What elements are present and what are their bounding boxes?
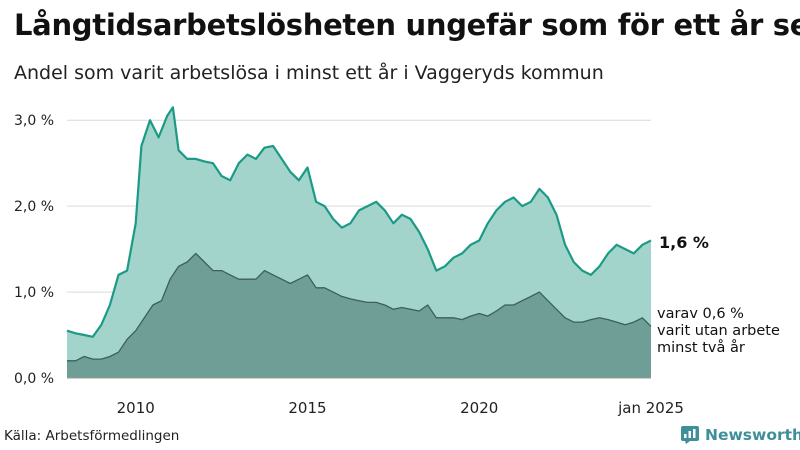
y-tick-label: 0,0 % [14,371,54,387]
x-tick-label: jan 2025 [617,399,684,417]
series-line-long [67,252,652,362]
brand-logo: Newsworthy [681,426,800,444]
end-label-long-line: varit utan arbete [657,323,780,339]
end-label-total: 1,6 % [659,233,709,252]
series-area-long [67,253,651,378]
x-tick-label: 2020 [460,399,498,417]
newsworthy-logo-icon [681,426,699,444]
end-label-long-line: minst två år [657,339,745,356]
y-tick-label: 1,0 % [14,285,54,301]
source-note: Källa: Arbetsförmedlingen [4,428,180,444]
y-tick-label: 3,0 % [14,113,54,129]
chart-subtitle: Andel som varit arbetslösa i minst ett å… [14,62,604,84]
x-tick-label: 2015 [288,399,326,417]
series-line-total [66,106,652,338]
brand-name: Newsworthy [705,426,800,444]
end-label-long-line: varav 0,6 % [657,306,744,322]
x-tick-label: 2010 [117,399,155,417]
y-tick-label: 2,0 % [14,199,54,215]
chart-title: Långtidsarbetslösheten ungefär som för e… [14,8,800,42]
